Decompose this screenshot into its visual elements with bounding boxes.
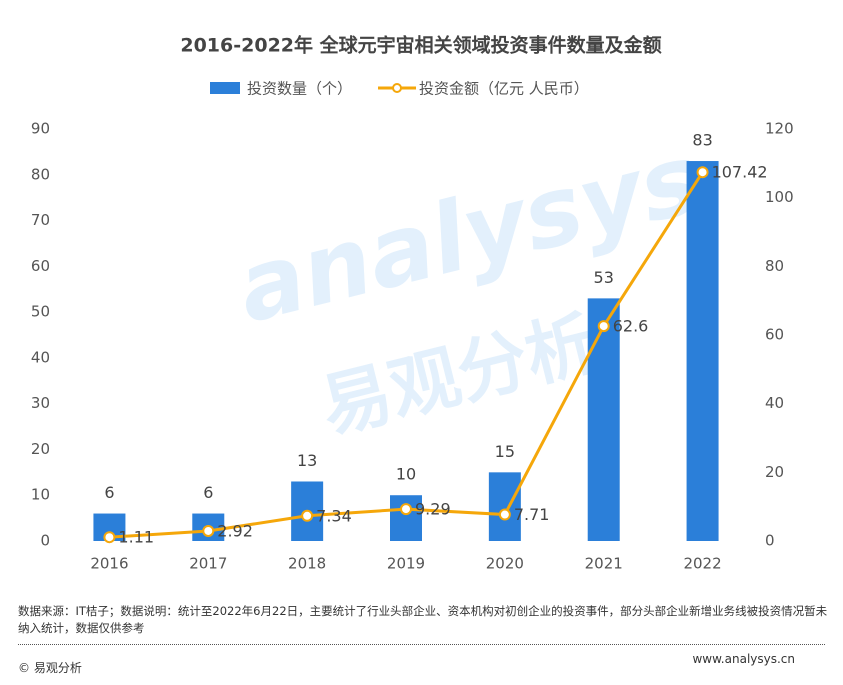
x-tick-label: 2019 (387, 555, 425, 573)
y2-tick-label: 20 (765, 463, 784, 481)
data-label: 10 (396, 465, 416, 484)
bar (587, 298, 620, 541)
data-label: 15 (495, 442, 515, 461)
watermark: 易观分析 (313, 302, 605, 449)
watermark: analysys (227, 122, 710, 344)
legend-label: 投资数量（个） (247, 80, 352, 98)
chart: 2016-2022年 全球元宇宙相关领域投资事件数量及金额 analysys 易… (31, 34, 794, 573)
legend-swatch (392, 83, 403, 93)
line-marker (597, 320, 610, 333)
y2-tick-label: 120 (765, 120, 794, 138)
website: www.analysys.cn (692, 652, 795, 666)
data-label: 6 (104, 483, 114, 502)
y2-tick-label: 40 (765, 394, 784, 412)
bar (686, 161, 719, 542)
bar (488, 472, 521, 541)
y2-tick-label: 80 (765, 257, 784, 275)
line-marker (696, 166, 709, 179)
y-tick-label: 40 (31, 348, 50, 366)
y-tick-label: 50 (31, 303, 50, 321)
x-tick-label: 2020 (486, 555, 524, 573)
line-marker (498, 508, 511, 521)
legend-label: 投资金额（亿元 人民币） (419, 80, 589, 98)
chart-title: 2016-2022年 全球元宇宙相关领域投资事件数量及金额 (180, 34, 661, 57)
x-tick-label: 2022 (683, 555, 721, 573)
data-label: 9.29 (415, 500, 451, 519)
y2-tick-label: 100 (765, 188, 794, 206)
data-label: 83 (692, 131, 712, 150)
y2-tick-label: 0 (765, 532, 775, 550)
data-label: 1.11 (118, 528, 154, 547)
y-tick-label: 0 (40, 532, 50, 550)
data-label: 7.34 (316, 506, 352, 525)
source-note: 数据来源：IT桔子；数据说明：统计至2022年6月22日，主要统计了行业头部企业… (18, 604, 828, 635)
y-tick-label: 60 (31, 257, 50, 275)
y-tick-label: 90 (31, 120, 50, 138)
data-label: 53 (594, 268, 614, 287)
data-label: 2.92 (217, 521, 253, 540)
data-label: 13 (297, 451, 317, 470)
data-label: 107.42 (712, 163, 768, 182)
y2-tick-label: 60 (765, 326, 784, 344)
line-marker (103, 531, 116, 544)
x-tick-label: 2016 (90, 555, 128, 573)
y-tick-label: 80 (31, 165, 50, 183)
line-marker (400, 503, 412, 516)
data-label: 6 (203, 483, 213, 502)
x-tick-label: 2021 (585, 555, 623, 573)
y-tick-label: 10 (31, 486, 50, 504)
legend-swatch (210, 82, 240, 94)
y-tick-label: 30 (31, 394, 50, 412)
copyright: © 易观分析 (18, 661, 82, 675)
data-label: 7.71 (514, 505, 550, 524)
line-marker (202, 524, 215, 537)
y-tick-label: 70 (31, 211, 50, 229)
x-tick-label: 2017 (189, 555, 227, 573)
line-marker (301, 509, 314, 522)
divider (18, 644, 825, 645)
x-tick-label: 2018 (288, 555, 326, 573)
data-label: 62.6 (613, 317, 649, 336)
y-tick-label: 20 (31, 440, 50, 458)
bar (390, 495, 422, 541)
